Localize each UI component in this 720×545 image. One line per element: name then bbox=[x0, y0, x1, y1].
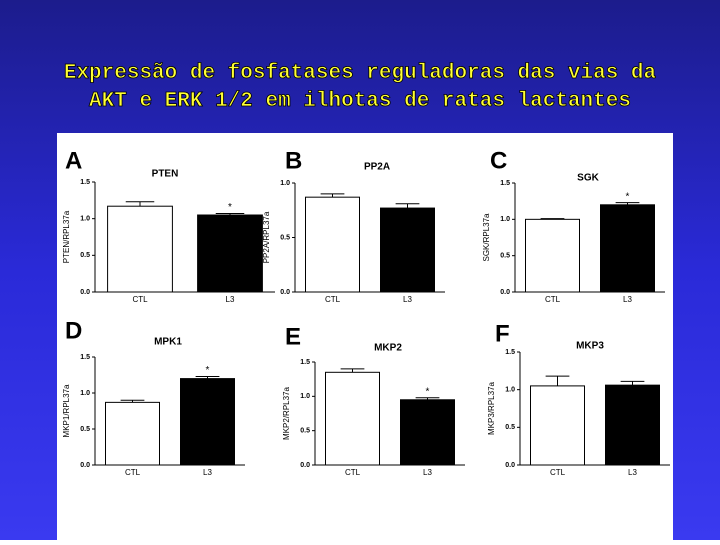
panel-letter: E bbox=[285, 323, 301, 350]
bar bbox=[197, 214, 263, 293]
error-bar bbox=[340, 368, 365, 373]
y-tick-label: 1.0 bbox=[280, 180, 290, 187]
chart-title: MKP2 bbox=[374, 343, 402, 354]
bar bbox=[105, 401, 160, 466]
y-tick-label: 0.0 bbox=[505, 462, 515, 469]
y-axis-label: MKP3/RPL37a bbox=[487, 381, 496, 434]
error-bar bbox=[395, 203, 420, 209]
error-bar bbox=[120, 399, 145, 403]
panel-letter: C bbox=[490, 147, 507, 174]
chart-title: MKP3 bbox=[576, 341, 604, 352]
error-bar bbox=[320, 193, 345, 198]
y-tick-label: 1.0 bbox=[80, 390, 90, 397]
chart-title: PTEN bbox=[152, 169, 179, 180]
panel-letter: A bbox=[65, 147, 82, 174]
bar bbox=[380, 207, 435, 293]
y-tick-label: 1.5 bbox=[505, 349, 515, 356]
y-tick-label: 0.5 bbox=[80, 426, 90, 433]
panel-letter: D bbox=[65, 317, 82, 344]
bar bbox=[180, 378, 235, 466]
y-axis-label: PP2A/RPL37a bbox=[262, 211, 271, 263]
slide-title: Expressão de fosfatases reguladoras das … bbox=[64, 62, 657, 113]
y-tick-label: 0.5 bbox=[280, 234, 290, 241]
bar bbox=[400, 399, 455, 466]
bar bbox=[525, 218, 580, 293]
error-bar bbox=[415, 397, 440, 400]
y-tick-label: 1.0 bbox=[505, 387, 515, 394]
y-tick-label: 1.0 bbox=[80, 216, 90, 223]
y-tick-label: 0.0 bbox=[280, 289, 290, 296]
bar bbox=[530, 385, 585, 466]
error-bar bbox=[615, 202, 640, 205]
x-tick-label: CTL bbox=[125, 468, 141, 477]
chart-title: MPK1 bbox=[154, 337, 182, 348]
y-tick-label: 0.5 bbox=[80, 252, 90, 259]
error-bar bbox=[215, 213, 245, 215]
x-tick-label: L3 bbox=[226, 295, 235, 304]
y-tick-label: 1.0 bbox=[300, 393, 310, 400]
y-tick-label: 0.5 bbox=[500, 253, 510, 260]
error-bar bbox=[540, 218, 565, 220]
bar bbox=[600, 204, 655, 293]
y-axis-label: PTEN/RPL37a bbox=[62, 210, 71, 263]
y-tick-label: 0.0 bbox=[80, 462, 90, 469]
x-tick-label: CTL bbox=[132, 295, 148, 304]
y-axis-label: SGK/RPL37a bbox=[482, 213, 491, 262]
y-axis-label: MKP1/RPL37a bbox=[62, 384, 71, 437]
panel-letter: F bbox=[495, 320, 510, 347]
figure-panel bbox=[57, 133, 673, 540]
panel-letter: B bbox=[285, 147, 302, 174]
x-tick-label: L3 bbox=[628, 468, 637, 477]
significance-marker: * bbox=[626, 191, 630, 202]
chart-title: PP2A bbox=[364, 162, 390, 173]
y-axis-label: MKP2/RPL37a bbox=[282, 386, 291, 439]
y-tick-label: 0.0 bbox=[300, 462, 310, 469]
y-tick-label: 1.5 bbox=[80, 354, 90, 361]
error-bar bbox=[195, 375, 220, 379]
significance-marker: * bbox=[426, 386, 430, 397]
x-tick-label: CTL bbox=[550, 468, 566, 477]
bar bbox=[325, 371, 380, 466]
bar bbox=[605, 384, 660, 466]
y-tick-label: 1.5 bbox=[80, 179, 90, 186]
y-tick-label: 0.0 bbox=[500, 289, 510, 296]
x-tick-label: L3 bbox=[403, 295, 412, 304]
y-tick-label: 0.0 bbox=[80, 289, 90, 296]
error-bar bbox=[620, 380, 645, 386]
error-bar bbox=[545, 375, 570, 386]
significance-marker: * bbox=[206, 365, 210, 376]
significance-marker: * bbox=[228, 202, 232, 213]
x-tick-label: L3 bbox=[423, 468, 432, 477]
y-tick-label: 1.5 bbox=[300, 359, 310, 366]
error-bar bbox=[125, 201, 155, 207]
x-tick-label: CTL bbox=[325, 295, 341, 304]
bar bbox=[107, 205, 173, 293]
y-tick-label: 0.5 bbox=[505, 424, 515, 431]
y-tick-label: 0.5 bbox=[300, 428, 310, 435]
chart-title: SGK bbox=[577, 173, 599, 184]
x-tick-label: CTL bbox=[545, 295, 561, 304]
bar bbox=[305, 196, 360, 293]
x-tick-label: L3 bbox=[623, 295, 632, 304]
x-tick-label: CTL bbox=[345, 468, 361, 477]
x-tick-label: L3 bbox=[203, 468, 212, 477]
y-tick-label: 1.0 bbox=[500, 216, 510, 223]
y-tick-label: 1.5 bbox=[500, 180, 510, 187]
